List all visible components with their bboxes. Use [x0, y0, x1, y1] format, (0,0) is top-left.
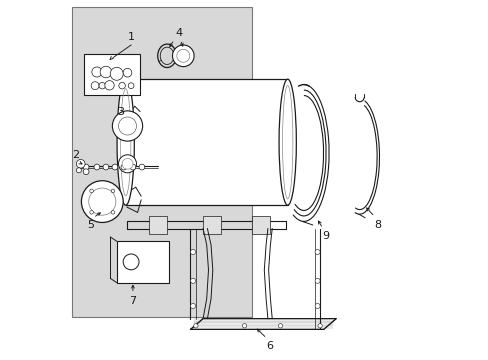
Text: 3: 3 — [117, 107, 123, 117]
Circle shape — [110, 67, 123, 80]
Circle shape — [81, 181, 123, 222]
Circle shape — [314, 303, 320, 309]
Circle shape — [118, 117, 136, 135]
Circle shape — [83, 164, 89, 170]
Circle shape — [139, 164, 144, 170]
Bar — [203, 216, 221, 234]
Circle shape — [190, 278, 195, 283]
Bar — [117, 241, 168, 283]
Circle shape — [177, 49, 189, 62]
Circle shape — [193, 324, 198, 328]
Circle shape — [123, 254, 139, 270]
Circle shape — [122, 158, 133, 169]
Circle shape — [128, 83, 134, 89]
Circle shape — [111, 211, 115, 214]
Circle shape — [190, 249, 195, 255]
Circle shape — [314, 278, 320, 283]
Circle shape — [88, 188, 116, 215]
Text: 2: 2 — [72, 150, 79, 160]
Bar — [84, 54, 140, 95]
Ellipse shape — [117, 79, 134, 205]
Bar — [149, 216, 167, 234]
Circle shape — [103, 164, 108, 170]
Circle shape — [112, 111, 142, 141]
Bar — [72, 7, 251, 317]
Circle shape — [83, 169, 89, 175]
Circle shape — [119, 82, 125, 89]
Circle shape — [104, 81, 114, 90]
Bar — [251, 216, 269, 234]
Circle shape — [100, 66, 111, 78]
Circle shape — [112, 164, 118, 170]
Polygon shape — [190, 319, 336, 329]
Circle shape — [90, 211, 93, 214]
Circle shape — [118, 155, 136, 173]
Circle shape — [172, 45, 194, 67]
Circle shape — [90, 189, 93, 193]
Text: 9: 9 — [322, 231, 329, 241]
Circle shape — [111, 189, 115, 193]
Circle shape — [317, 324, 322, 328]
Circle shape — [76, 159, 85, 168]
Circle shape — [278, 324, 282, 328]
Circle shape — [190, 303, 195, 309]
Circle shape — [242, 324, 246, 328]
Circle shape — [76, 168, 81, 173]
Circle shape — [99, 82, 105, 89]
Ellipse shape — [279, 79, 296, 205]
Text: 6: 6 — [265, 341, 273, 351]
Text: 1: 1 — [127, 32, 134, 42]
Circle shape — [130, 164, 136, 170]
Text: 7: 7 — [129, 296, 136, 306]
Text: 4: 4 — [175, 28, 182, 38]
Text: 8: 8 — [373, 220, 381, 230]
Circle shape — [91, 82, 99, 90]
Bar — [125, 79, 287, 205]
Circle shape — [94, 164, 100, 170]
Circle shape — [314, 249, 320, 255]
Circle shape — [92, 67, 102, 77]
Circle shape — [121, 164, 126, 170]
Text: 5: 5 — [87, 220, 94, 230]
Circle shape — [123, 68, 132, 77]
